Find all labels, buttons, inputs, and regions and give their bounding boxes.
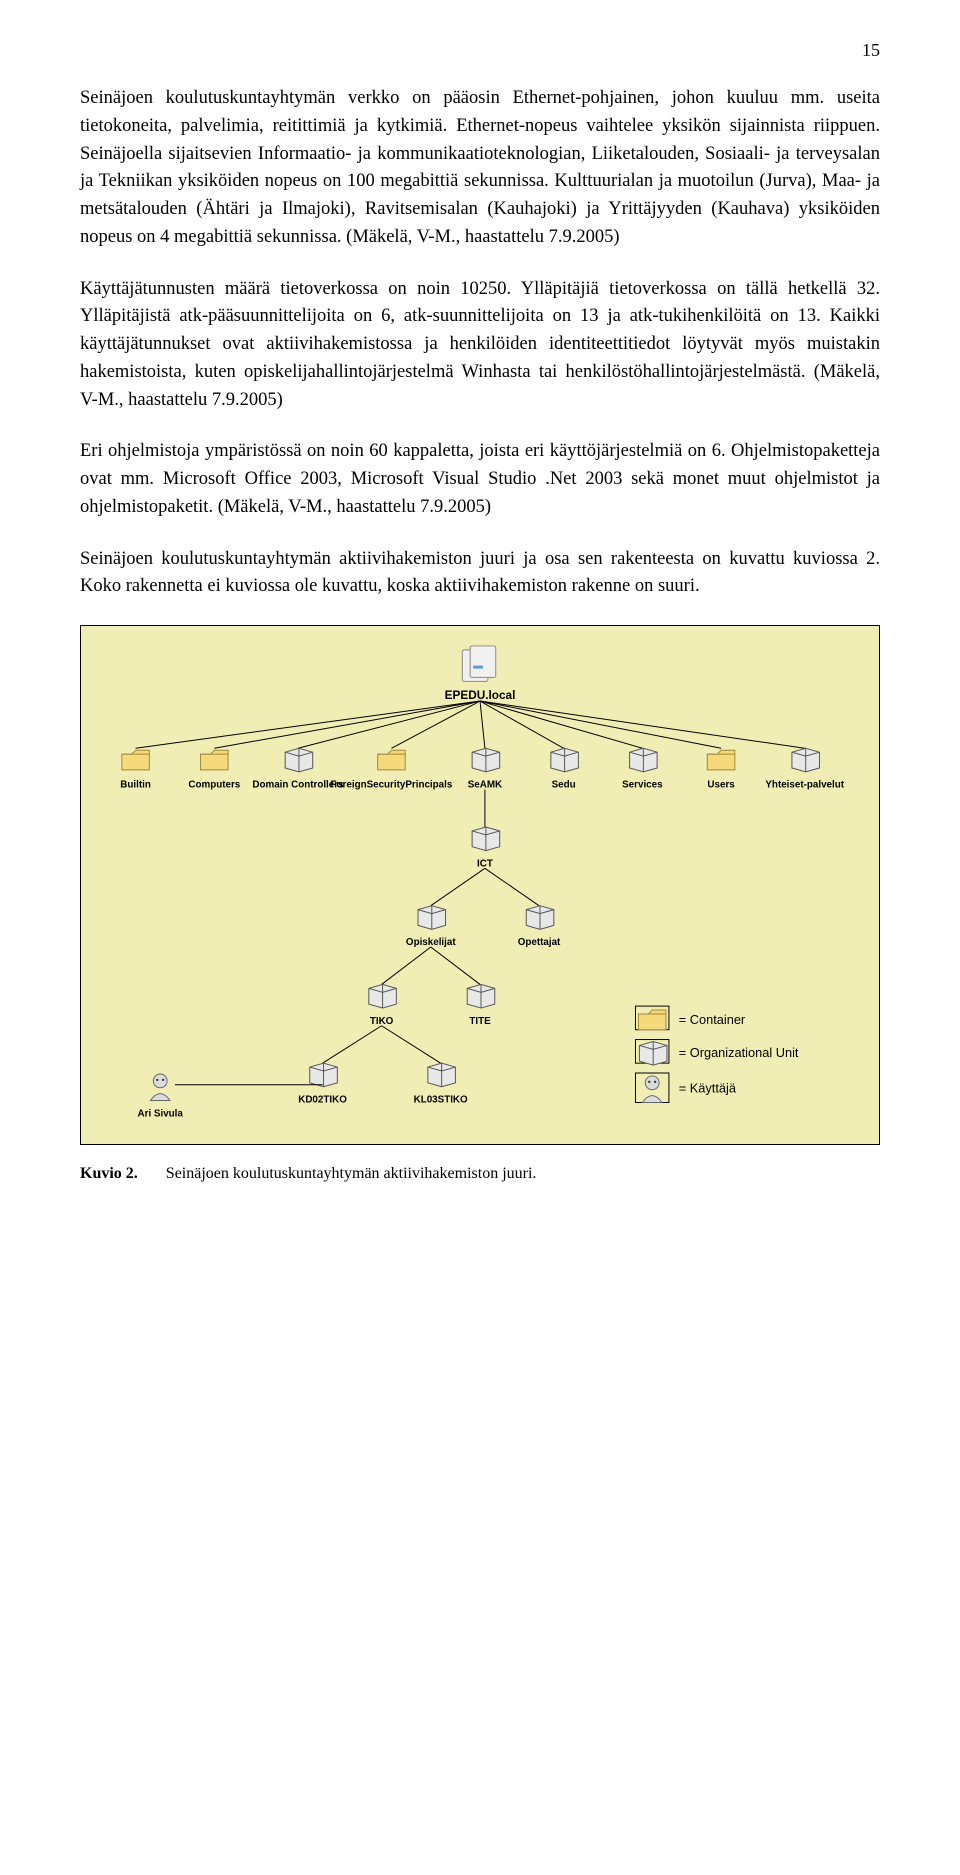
user-icon	[150, 1074, 170, 1101]
legend: = Container = Organizational Unit = Käyt…	[635, 1006, 798, 1102]
page-container: 15 Seinäjoen koulutuskuntayhtymän verkko…	[0, 0, 960, 1223]
user-label: Ari Sivula	[138, 1108, 184, 1119]
svg-text:Sedu: Sedu	[552, 780, 576, 791]
kd02tiko-label: KD02TIKO	[298, 1095, 347, 1106]
svg-text:Computers: Computers	[188, 780, 240, 791]
ict-node	[472, 827, 500, 851]
tiko-label: TIKO	[370, 1016, 394, 1027]
ict-label: ICT	[477, 858, 493, 869]
paragraph-3: Eri ohjelmistoja ympäristössä on noin 60…	[80, 438, 880, 521]
svg-text:Services: Services	[622, 780, 663, 791]
svg-text:Builtin: Builtin	[120, 780, 151, 791]
paragraph-2: Käyttäjätunnusten määrä tietoverkossa on…	[80, 276, 880, 415]
svg-text:ForeignSecurityPrincipals: ForeignSecurityPrincipals	[331, 780, 453, 791]
root-label: EPEDU.local	[445, 688, 516, 702]
svg-text:Users: Users	[707, 780, 735, 791]
svg-text:SeAMK: SeAMK	[468, 780, 502, 791]
page-number: 15	[80, 40, 880, 61]
svg-text:Yhteiset-palvelut: Yhteiset-palvelut	[765, 780, 844, 791]
paragraph-4: Seinäjoen koulutuskuntayhtymän aktiiviha…	[80, 546, 880, 602]
svg-text:= Käyttäjä: = Käyttäjä	[679, 1081, 737, 1096]
paragraph-1: Seinäjoen koulutuskuntayhtymän verkko on…	[80, 85, 880, 252]
server-icon	[462, 646, 495, 681]
diagram-svg: EPEDU.local Builtin Computers Domain Con…	[91, 642, 869, 1134]
opettajat-label: Opettajat	[518, 937, 561, 948]
tite-label: TITE	[469, 1016, 491, 1027]
svg-text:= Container: = Container	[679, 1012, 746, 1027]
row1-nodes: Builtin Computers Domain Controllers For…	[120, 748, 844, 790]
caption-label: Kuvio 2.	[80, 1165, 138, 1182]
opiskelijat-label: Opiskelijat	[406, 937, 456, 948]
connections-row1	[136, 701, 805, 748]
caption-text: Seinäjoen koulutuskuntayhtymän aktiiviha…	[166, 1165, 537, 1182]
figure-caption: Kuvio 2. Seinäjoen koulutuskuntayhtymän …	[80, 1165, 880, 1183]
diagram-container: EPEDU.local Builtin Computers Domain Con…	[80, 625, 880, 1145]
kl03stiko-label: KL03STIKO	[414, 1095, 468, 1106]
svg-text:= Organizational Unit: = Organizational Unit	[679, 1045, 799, 1060]
